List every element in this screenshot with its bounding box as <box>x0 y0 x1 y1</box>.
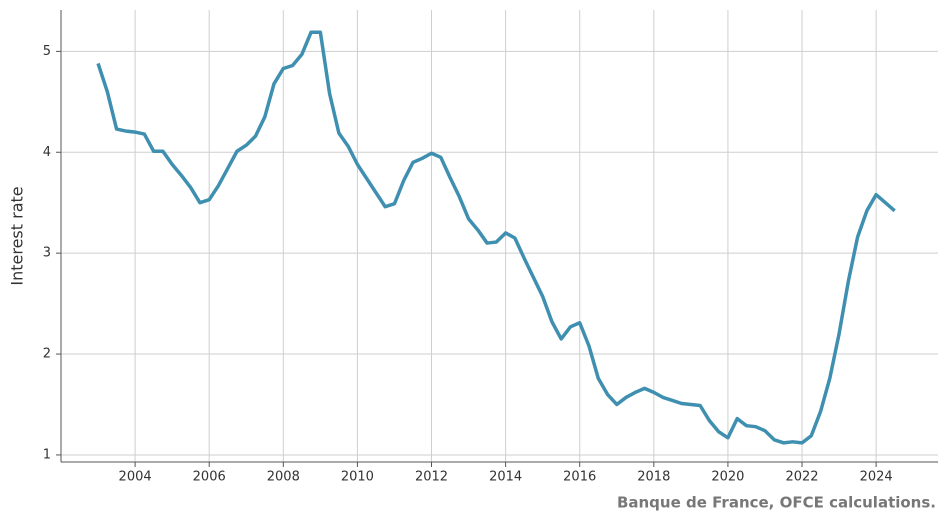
y-tick-label: 3 <box>43 246 51 261</box>
source: Banque de France, OFCE calculations. <box>617 494 936 512</box>
x-tick-label: 2018 <box>637 470 670 485</box>
y-tick-label: 4 <box>43 145 51 160</box>
x-tick-label: 2012 <box>415 470 448 485</box>
y-tick-label: 1 <box>43 447 51 462</box>
y-axis-label: Interest rate <box>8 186 27 285</box>
x-tick-label: 2024 <box>860 470 893 485</box>
y-tick-label: 2 <box>43 347 51 362</box>
x-tick-label: 2014 <box>489 470 522 485</box>
x-tick-label: 2010 <box>341 470 374 485</box>
x-tick-label: 2022 <box>785 470 818 485</box>
x-tick-label: 2008 <box>267 470 300 485</box>
x-tick-label: 2016 <box>563 470 596 485</box>
line-series <box>96 30 896 445</box>
x-tick-label: 2020 <box>711 470 744 485</box>
x-tick-label: 2006 <box>193 470 226 485</box>
y-tick-label: 5 <box>43 44 51 59</box>
x-tick-label: 2004 <box>119 470 152 485</box>
